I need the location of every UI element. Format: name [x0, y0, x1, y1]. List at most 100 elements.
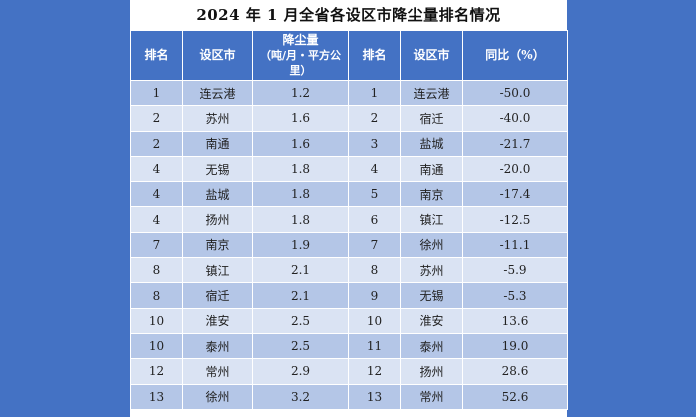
- cell-yoy: -11.1: [462, 231, 568, 259]
- cell-yoy: -21.7: [462, 130, 568, 157]
- header-dust-unit: （吨/月・平方公里）: [259, 49, 342, 77]
- table-row: 4 盐城 1.8 5 南京 -17.4: [130, 181, 568, 208]
- cell-city: 常州: [182, 358, 253, 385]
- header-rank: 排名: [130, 30, 183, 81]
- cell-rank: 7: [130, 231, 183, 259]
- page-title: 2024 年 1 月全省各设区市降尘量排名情况: [196, 6, 501, 24]
- cell-city: 镇江: [182, 257, 253, 284]
- cell-dust: 2.9: [252, 358, 349, 385]
- table-row: 13 徐州 3.2 13 常州 52.6: [130, 383, 568, 410]
- table-row: 8 宿迁 2.1 9 无锡 -5.3: [130, 282, 568, 309]
- cell-rank: 1: [130, 79, 183, 107]
- cell-yoy: -20.0: [462, 155, 568, 183]
- cell-yoy: -40.0: [462, 105, 568, 132]
- table-row: 10 淮安 2.5 10 淮安 13.6: [130, 307, 568, 334]
- cell-city-2: 淮安: [400, 307, 463, 334]
- cell-yoy: 28.6: [462, 358, 568, 385]
- cell-dust: 1.2: [252, 79, 349, 107]
- cell-yoy: -5.9: [462, 257, 568, 284]
- cell-dust: 1.8: [252, 206, 349, 233]
- cell-city-2: 扬州: [400, 358, 463, 385]
- cell-city-2: 苏州: [400, 257, 463, 284]
- cell-rank-2: 9: [348, 282, 401, 309]
- cell-dust: 1.8: [252, 181, 349, 208]
- cell-dust: 2.5: [252, 307, 349, 334]
- cell-city-2: 南通: [400, 155, 463, 183]
- table-row: 2 苏州 1.6 2 宿迁 -40.0: [130, 105, 568, 132]
- table-row: 2 南通 1.6 3 盐城 -21.7: [130, 130, 568, 157]
- header-yoy: 同比（%）: [462, 30, 568, 81]
- cell-rank-2: 10: [348, 307, 401, 334]
- cell-rank: 4: [130, 155, 183, 183]
- cell-rank: 2: [130, 105, 183, 132]
- cell-city: 泰州: [182, 332, 253, 360]
- cell-rank: 4: [130, 206, 183, 233]
- cell-rank-2: 4: [348, 155, 401, 183]
- cell-yoy: -17.4: [462, 181, 568, 208]
- cell-rank: 13: [130, 383, 183, 410]
- cell-rank: 8: [130, 257, 183, 284]
- cell-rank-2: 1: [348, 79, 401, 107]
- ranking-table: 排名 设区市 降尘量 （吨/月・平方公里） 排名 设区市 同比（%） 1 连云港 1…: [130, 30, 568, 410]
- cell-dust: 1.8: [252, 155, 349, 183]
- cell-rank-2: 12: [348, 358, 401, 385]
- cell-rank-2: 13: [348, 383, 401, 410]
- cell-city-2: 泰州: [400, 332, 463, 360]
- cell-city: 南通: [182, 130, 253, 157]
- table-row: 4 无锡 1.8 4 南通 -20.0: [130, 155, 568, 183]
- cell-city: 徐州: [182, 383, 253, 410]
- cell-yoy: -12.5: [462, 206, 568, 233]
- cell-city-2: 南京: [400, 181, 463, 208]
- cell-yoy: -50.0: [462, 79, 568, 107]
- header-rank-2: 排名: [348, 30, 401, 81]
- cell-city-2: 连云港: [400, 79, 463, 107]
- table-body: 1 连云港 1.2 1 连云港 -50.0 2 苏州 1.6 2 宿迁 -40.0 2 南通 1.6 3 盐城 -…: [130, 79, 568, 410]
- cell-city: 南京: [182, 231, 253, 259]
- header-city: 设区市: [182, 30, 253, 81]
- cell-city: 宿迁: [182, 282, 253, 309]
- cell-rank: 12: [130, 358, 183, 385]
- cell-rank: 10: [130, 332, 183, 360]
- cell-rank: 8: [130, 282, 183, 309]
- cell-city-2: 宿迁: [400, 105, 463, 132]
- cell-city: 扬州: [182, 206, 253, 233]
- cell-dust: 1.9: [252, 231, 349, 259]
- cell-yoy: 13.6: [462, 307, 568, 334]
- table-header-row: 排名 设区市 降尘量 （吨/月・平方公里） 排名 设区市 同比（%）: [130, 30, 568, 81]
- table-row: 4 扬州 1.8 6 镇江 -12.5: [130, 206, 568, 233]
- cell-rank-2: 5: [348, 181, 401, 208]
- cell-dust: 2.5: [252, 332, 349, 360]
- cell-rank-2: 11: [348, 332, 401, 360]
- cell-yoy: -5.3: [462, 282, 568, 309]
- cell-city: 盐城: [182, 181, 253, 208]
- table-row: 7 南京 1.9 7 徐州 -11.1: [130, 231, 568, 259]
- cell-rank-2: 8: [348, 257, 401, 284]
- cell-city-2: 常州: [400, 383, 463, 410]
- header-city-2: 设区市: [400, 30, 463, 81]
- cell-rank-2: 6: [348, 206, 401, 233]
- cell-rank-2: 2: [348, 105, 401, 132]
- cell-dust: 1.6: [252, 105, 349, 132]
- cell-rank-2: 7: [348, 231, 401, 259]
- table-row: 12 常州 2.9 12 扬州 28.6: [130, 358, 568, 385]
- cell-city: 淮安: [182, 307, 253, 334]
- cell-dust: 2.1: [252, 257, 349, 284]
- cell-dust: 3.2: [252, 383, 349, 410]
- cell-dust: 1.6: [252, 130, 349, 157]
- cell-city-2: 徐州: [400, 231, 463, 259]
- table-row: 10 泰州 2.5 11 泰州 19.0: [130, 332, 568, 360]
- cell-dust: 2.1: [252, 282, 349, 309]
- table-row: 1 连云港 1.2 1 连云港 -50.0: [130, 79, 568, 107]
- table-row: 8 镇江 2.1 8 苏州 -5.9: [130, 257, 568, 284]
- cell-rank: 10: [130, 307, 183, 334]
- table-card: 2024 年 1 月全省各设区市降尘量排名情况 排名 设区市 降尘量 （吨/月・…: [130, 0, 568, 417]
- cell-rank-2: 3: [348, 130, 401, 157]
- header-dust-label: 降尘量: [282, 33, 319, 47]
- header-dust: 降尘量 （吨/月・平方公里）: [252, 30, 349, 81]
- cell-city-2: 镇江: [400, 206, 463, 233]
- cell-city-2: 无锡: [400, 282, 463, 309]
- cell-rank: 4: [130, 181, 183, 208]
- cell-yoy: 19.0: [462, 332, 568, 360]
- cell-yoy: 52.6: [462, 383, 568, 410]
- cell-city: 连云港: [182, 79, 253, 107]
